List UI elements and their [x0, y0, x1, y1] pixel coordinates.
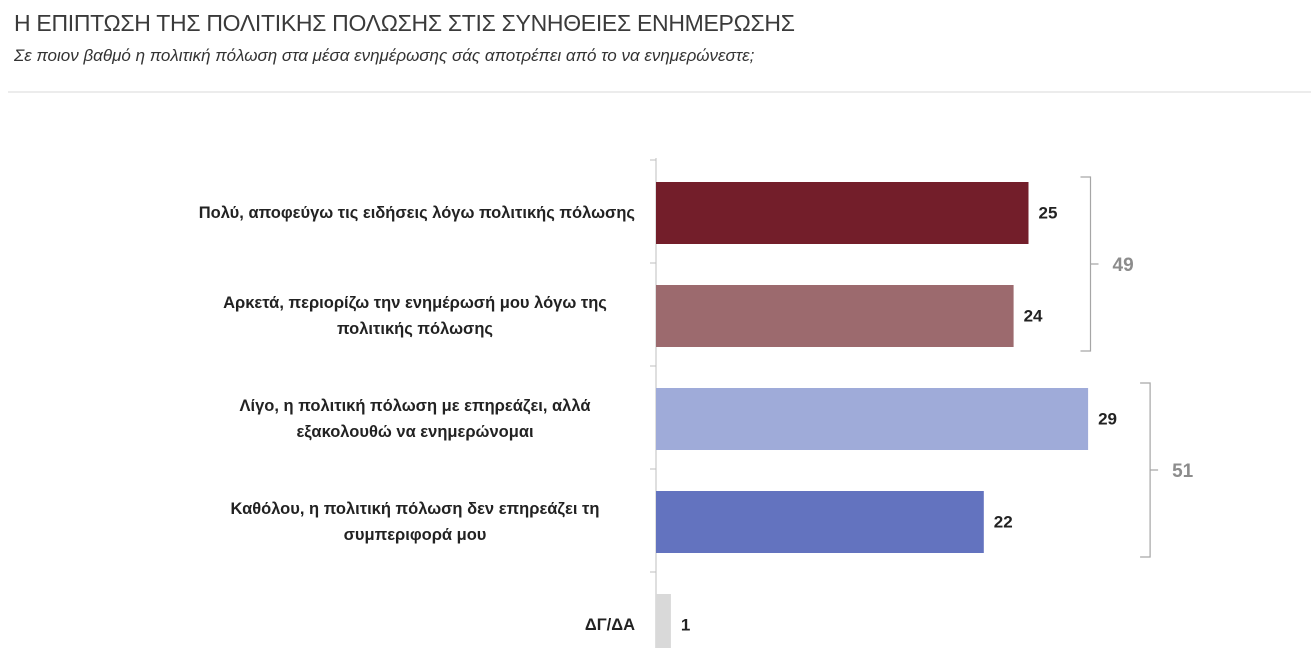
category-label: Αρκετά, περιορίζω την ενημέρωσή μου λόγω…	[223, 293, 607, 338]
group-bracket	[1080, 176, 1099, 352]
bar	[656, 491, 984, 553]
category-label: Καθόλου, η πολιτική πόλωση δεν επηρεάζει…	[230, 499, 600, 544]
value-label: 1	[681, 615, 690, 634]
group-total: 49	[1113, 255, 1134, 276]
category-label: Λίγο, η πολιτική πόλωση με επηρεάζει, αλ…	[239, 396, 591, 441]
group-total: 51	[1172, 461, 1194, 482]
category-label: ΔΓ/ΔΑ	[584, 615, 635, 634]
chart-title: Η ΕΠΙΠΤΩΣΗ ΤΗΣ ΠΟΛΙΤΙΚΗΣ ΠΟΛΩΣΗΣ ΣΤΙΣ ΣΥ…	[14, 10, 795, 36]
group-bracket	[1140, 382, 1159, 558]
category-label: Πολύ, αποφεύγω τις ειδήσεις λόγω πολιτικ…	[198, 203, 635, 222]
value-label: 25	[1039, 203, 1058, 222]
bar	[656, 285, 1014, 347]
bar	[656, 388, 1089, 450]
bar	[656, 182, 1029, 244]
value-label: 22	[994, 512, 1013, 531]
bar	[656, 594, 671, 648]
value-label: 29	[1098, 409, 1117, 428]
value-label: 24	[1024, 306, 1043, 325]
chart-subtitle: Σε ποιον βαθμό η πολιτική πόλωση στα μέσ…	[14, 46, 755, 65]
